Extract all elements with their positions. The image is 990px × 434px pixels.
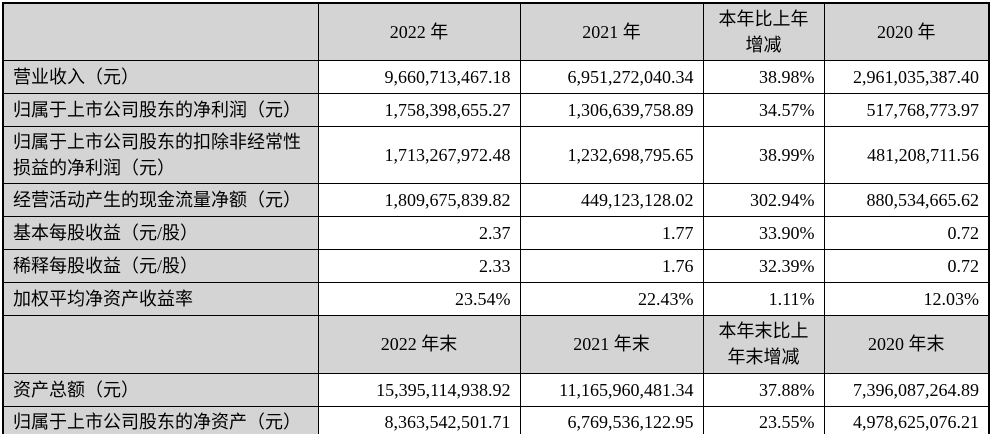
value-cell: 0.72 (823, 216, 990, 251)
value-cell: 6,769,536,122.95 (519, 405, 704, 434)
table-row: 加权平均净资产收益率 23.54% 22.43% 1.11% 12.03% (2, 282, 990, 317)
metric-label-cell: 归属于上市公司股东的扣除非经常性损益的净利润（元） (2, 126, 319, 185)
value-cell: 1,306,639,758.89 (519, 93, 704, 128)
value-cell: 22.43% (519, 282, 704, 317)
table-row: 归属于上市公司股东的净资产（元） 8,363,542,501.71 6,769,53… (2, 405, 990, 434)
value-cell: 449,123,128.02 (519, 183, 704, 218)
table-row: 资产总额（元） 15,395,114,938.92 11,165,960,481.3… (2, 372, 990, 407)
value-cell: 15,395,114,938.92 (317, 372, 521, 407)
metric-label-cell: 稀释每股收益（元/股） (2, 249, 319, 284)
value-cell: 1.76 (519, 249, 704, 284)
table-row: 归属于上市公司股东的净利润（元） 1,758,398,655.27 1,306,63… (2, 93, 990, 128)
header-empty-cell (2, 315, 319, 374)
value-cell: 37.88% (702, 372, 825, 407)
value-cell: 880,534,665.62 (823, 183, 990, 218)
metric-label-cell: 基本每股收益（元/股） (2, 216, 319, 251)
value-cell: 6,951,272,040.34 (519, 60, 704, 95)
value-cell: 7,396,087,264.89 (823, 372, 990, 407)
table-row: 归属于上市公司股东的扣除非经常性损益的净利润（元） 1,713,267,972.4… (2, 126, 990, 185)
value-cell: 481,208,711.56 (823, 126, 990, 185)
value-cell: 1.11% (702, 282, 825, 317)
metric-label-cell: 加权平均净资产收益率 (2, 282, 319, 317)
value-cell: 1.77 (519, 216, 704, 251)
table-header-row: 2022 年末 2021 年末 本年末比上 年末增减 2020 年末 (2, 315, 990, 374)
metric-label-cell: 经营活动产生的现金流量净额（元） (2, 183, 319, 218)
value-cell: 2.33 (317, 249, 521, 284)
value-cell: 33.90% (702, 216, 825, 251)
metric-label-cell: 营业收入（元） (2, 60, 319, 95)
metric-label-cell: 归属于上市公司股东的净利润（元） (2, 93, 319, 128)
table-row: 经营活动产生的现金流量净额（元） 1,809,675,839.82 449,123,… (2, 183, 990, 218)
table-row: 营业收入（元） 9,660,713,467.18 6,951,272,040.34 3… (2, 60, 990, 95)
value-cell: 4,978,625,076.21 (823, 405, 990, 434)
period-header-cell: 本年比上年 增减 (702, 2, 825, 62)
period-header-cell: 2021 年 (519, 2, 704, 62)
value-cell: 38.98% (702, 60, 825, 95)
value-cell: 1,809,675,839.82 (317, 183, 521, 218)
period-header-cell: 本年末比上 年末增减 (702, 315, 825, 374)
table-row: 基本每股收益（元/股） 2.37 1.77 33.90% 0.72 (2, 216, 990, 251)
period-header-cell: 2022 年末 (317, 315, 521, 374)
value-cell: 1,713,267,972.48 (317, 126, 521, 185)
value-cell: 1,758,398,655.27 (317, 93, 521, 128)
value-cell: 12.03% (823, 282, 990, 317)
value-cell: 23.54% (317, 282, 521, 317)
value-cell: 2,961,035,387.40 (823, 60, 990, 95)
value-cell: 11,165,960,481.34 (519, 372, 704, 407)
value-cell: 0.72 (823, 249, 990, 284)
value-cell: 34.57% (702, 93, 825, 128)
value-cell: 32.39% (702, 249, 825, 284)
value-cell: 8,363,542,501.71 (317, 405, 521, 434)
metric-label-cell: 归属于上市公司股东的净资产（元） (2, 405, 319, 434)
table-row: 稀释每股收益（元/股） 2.33 1.76 32.39% 0.72 (2, 249, 990, 284)
period-header-cell: 2021 年末 (519, 315, 704, 374)
period-header-cell: 2020 年 (823, 2, 990, 62)
period-header-cell: 2022 年 (317, 2, 521, 62)
header-empty-cell (2, 2, 319, 62)
value-cell: 1,232,698,795.65 (519, 126, 704, 185)
value-cell: 38.99% (702, 126, 825, 185)
value-cell: 23.55% (702, 405, 825, 434)
value-cell: 2.37 (317, 216, 521, 251)
period-header-cell: 2020 年末 (823, 315, 990, 374)
value-cell: 517,768,773.97 (823, 93, 990, 128)
table-header-row: 2022 年 2021 年本年比上年 增减 2020 年 (2, 2, 990, 62)
value-cell: 9,660,713,467.18 (317, 60, 521, 95)
metric-label-cell: 资产总额（元） (2, 372, 319, 407)
value-cell: 302.94% (702, 183, 825, 218)
